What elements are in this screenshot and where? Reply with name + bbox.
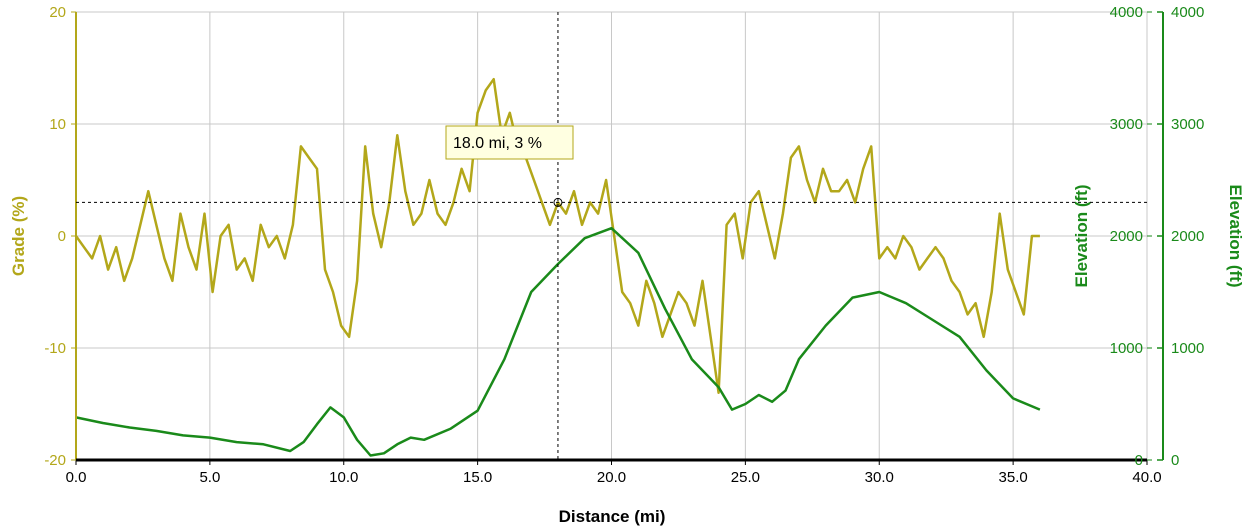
y2-tick-label: 2000	[1110, 228, 1143, 245]
x-tick-label: 40.0	[1132, 469, 1161, 486]
y-axis-title-grade: Grade (%)	[9, 196, 28, 276]
y2-tick-label: 3000	[1110, 116, 1143, 133]
x-tick-label: 25.0	[731, 469, 760, 486]
crosshair-point	[553, 197, 563, 207]
y-tick-label: -20	[44, 452, 66, 469]
x-axis-title: Distance (mi)	[559, 507, 666, 526]
y3-tick-label: 0	[1171, 452, 1179, 469]
tooltip: 18.0 mi, 3 %	[445, 125, 574, 160]
y3-tick-label: 4000	[1171, 4, 1204, 21]
x-tick-label: 35.0	[999, 469, 1028, 486]
x-tick-label: 30.0	[865, 469, 894, 486]
grid-lines	[75, 11, 1148, 461]
y2-axis-title-elevation: Elevation (ft)	[1072, 185, 1091, 288]
y3-axis-title-elevation: Elevation (ft)	[1226, 185, 1245, 288]
tooltip-box	[445, 125, 574, 160]
x-tick-label: 15.0	[463, 469, 492, 486]
tooltip-text: 18.0 mi, 3 %	[453, 135, 542, 152]
y3-tick-label: 1000	[1171, 340, 1204, 357]
x-tick-label: 20.0	[597, 469, 626, 486]
y2-tick-label: 1000	[1110, 340, 1143, 357]
y-tick-label: 20	[49, 4, 66, 21]
y3-tick-label: 2000	[1171, 228, 1204, 245]
tick-labels: 0.0 5.0 10.0 15.0 20.0 25.0 30.0 35.0 40.0 20 10 0 -…	[44, 4, 1204, 486]
x-tick-label: 10.0	[329, 469, 358, 486]
y-tick-label: 0	[58, 228, 66, 245]
x-tick-label: 0.0	[66, 469, 87, 486]
y2-tick-label: 4000	[1110, 4, 1143, 21]
series-line-elevation	[75, 226, 1041, 457]
y-tick-label: 10	[49, 116, 66, 133]
x-tick-label: 5.0	[199, 469, 220, 486]
y2-tick-label: 0	[1135, 452, 1143, 469]
axes	[71, 11, 1164, 465]
y-tick-label: -10	[44, 340, 66, 357]
y3-tick-label: 3000	[1171, 116, 1204, 133]
crosshair	[76, 12, 1147, 460]
